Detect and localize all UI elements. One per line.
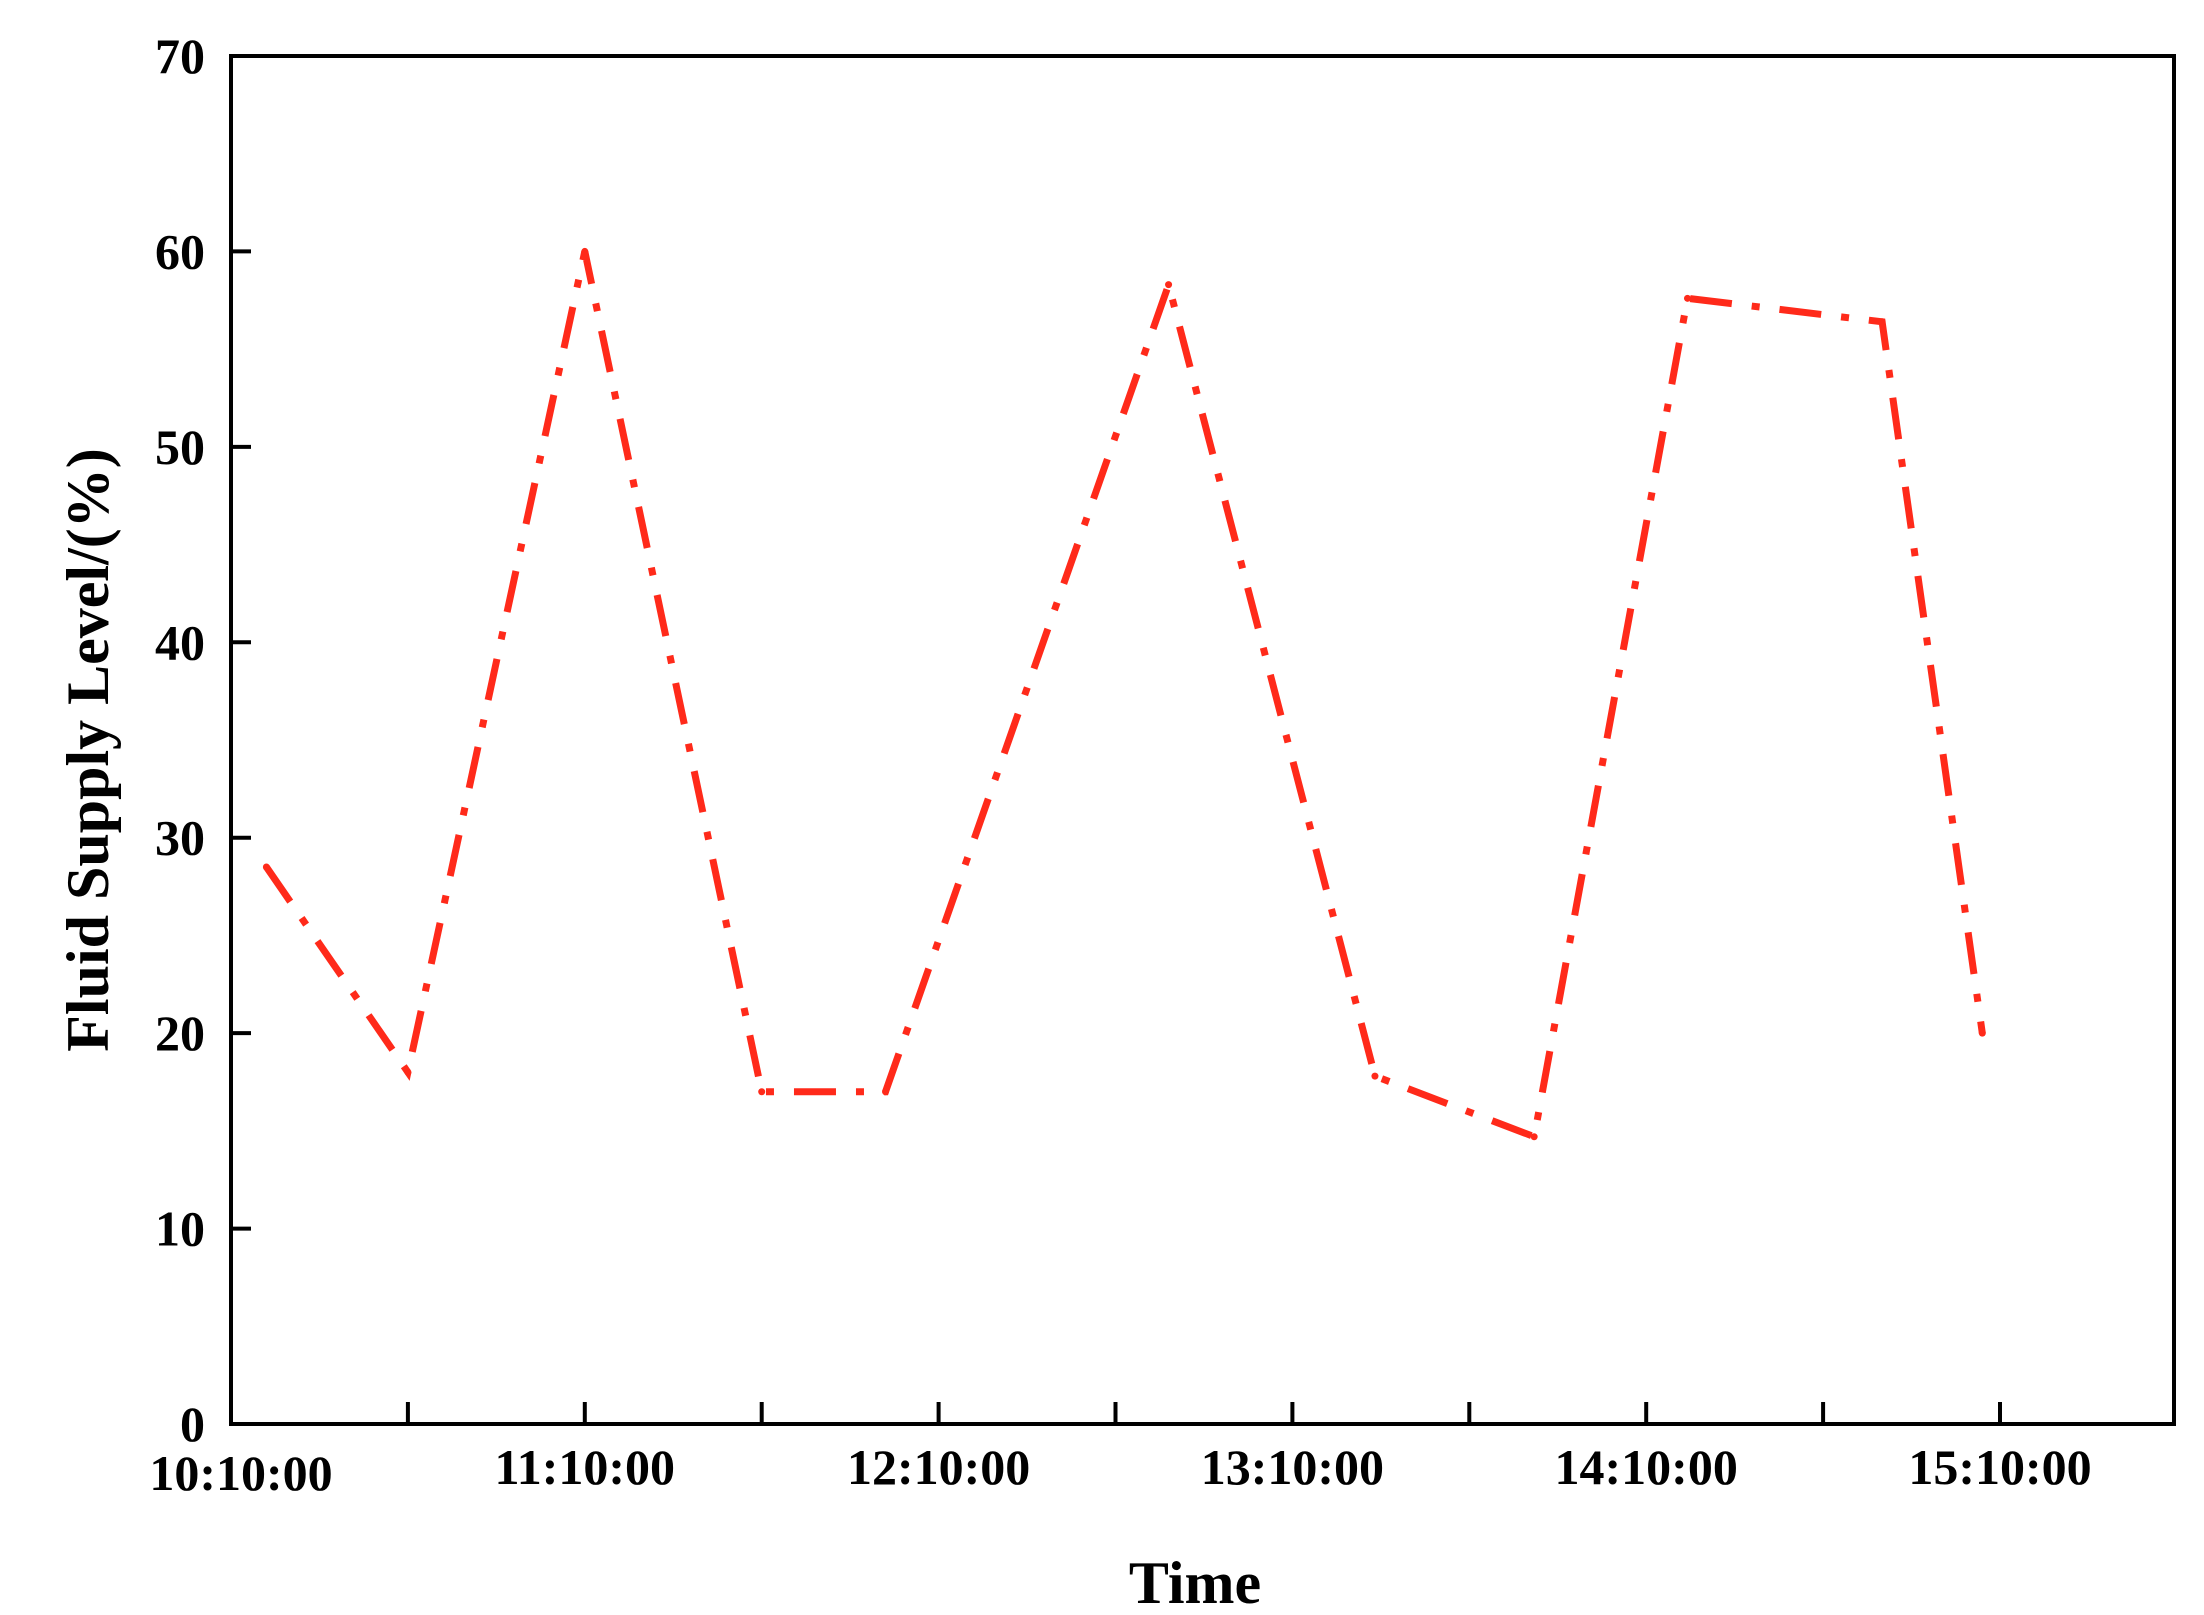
y-tick-label: 0 [180, 1396, 205, 1452]
data-point [758, 1088, 766, 1096]
y-tick-label: 30 [155, 810, 205, 866]
data-point [1530, 1133, 1538, 1141]
data-point [1878, 318, 1886, 326]
y-tick-label: 20 [155, 1005, 205, 1061]
y-axis-title: Fluid Supply Level/(%) [55, 448, 121, 1051]
data-point [1165, 281, 1173, 289]
data-point [404, 1068, 412, 1076]
x-tick-label: 12:10:00 [847, 1439, 1030, 1495]
y-axis-ticks: 0 10 20 30 40 50 60 70 [155, 28, 251, 1452]
plot-area-frame [229, 54, 2176, 1426]
data-point [882, 1088, 890, 1096]
y-tick-label: 10 [155, 1201, 205, 1257]
y-tick-label: 40 [155, 614, 205, 670]
x-tick-label: 14:10:00 [1555, 1439, 1738, 1495]
x-tick-label: 11:10:00 [495, 1439, 676, 1495]
x-axis-ticks: 10:10:00 11:10:00 12:10:00 13:10:00 14:10:00… [149, 1402, 2092, 1501]
data-point [1683, 294, 1691, 302]
x-tick-label: 15:10:00 [1908, 1439, 2091, 1495]
data-point [262, 863, 270, 871]
data-point [1978, 1029, 1986, 1037]
y-tick-label: 60 [155, 223, 205, 279]
series-line [263, 250, 1986, 1142]
data-point [1371, 1072, 1379, 1080]
y-tick-label: 70 [155, 28, 205, 84]
x-tick-label: 13:10:00 [1201, 1439, 1384, 1495]
y-tick-label: 50 [155, 419, 205, 475]
x-axis-title: Time [1129, 1550, 1261, 1615]
x-tick-label: 10:10:00 [149, 1445, 332, 1501]
data-point [581, 247, 589, 255]
series-layer [262, 247, 1986, 1142]
